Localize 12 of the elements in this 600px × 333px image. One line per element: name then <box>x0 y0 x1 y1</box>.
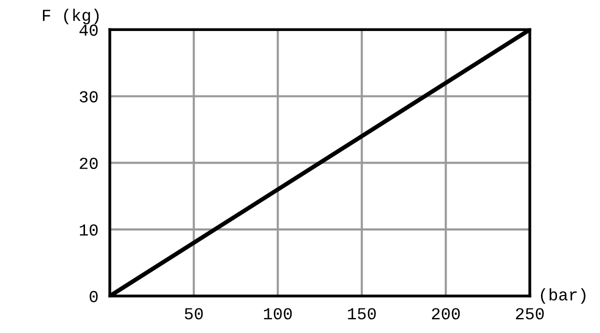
y-tick-label: 30 <box>80 91 98 102</box>
x-tick-label: 50 <box>184 308 203 320</box>
y-tick-label: 40 <box>80 24 98 36</box>
x-tick-label: 150 <box>348 308 376 320</box>
y-tick-label: 20 <box>80 158 98 170</box>
x-axis-title: (bar) <box>540 288 586 304</box>
x-tick-label: 250 <box>516 308 544 320</box>
y-tick-label: 0 <box>90 290 98 302</box>
x-tick-label: 100 <box>264 308 292 320</box>
y-tick-label: 10 <box>80 224 98 236</box>
x-tick-label: 200 <box>432 308 460 320</box>
y-axis-title: F (kg) <box>42 8 99 24</box>
